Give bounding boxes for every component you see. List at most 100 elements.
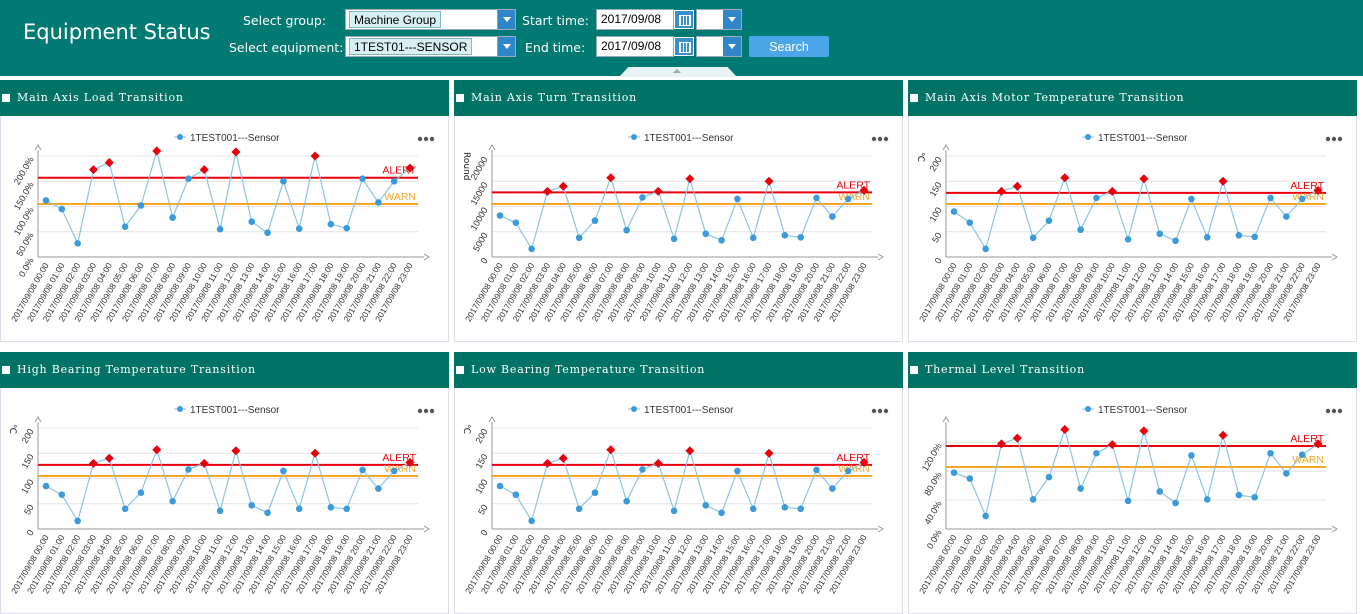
select-equipment-dropdown[interactable]: 1TEST01---SENSOR: [345, 36, 516, 57]
data-point[interactable]: [58, 491, 66, 498]
data-point[interactable]: [966, 475, 974, 482]
alert-data-point[interactable]: [104, 453, 114, 463]
more-options-icon[interactable]: [1325, 136, 1343, 142]
data-point[interactable]: [1045, 217, 1053, 224]
data-point[interactable]: [1267, 194, 1274, 202]
alert-data-point[interactable]: [231, 147, 241, 157]
alert-data-point[interactable]: [1060, 424, 1070, 434]
data-point[interactable]: [575, 234, 583, 242]
alert-data-point[interactable]: [88, 458, 99, 468]
data-point[interactable]: [375, 485, 382, 492]
data-point[interactable]: [982, 512, 989, 520]
data-point[interactable]: [797, 505, 804, 513]
alert-data-point[interactable]: [685, 446, 695, 456]
data-point[interactable]: [1124, 236, 1132, 243]
legend[interactable]: 1TEST001---Sensor: [628, 133, 734, 144]
data-point[interactable]: [528, 517, 535, 525]
data-point[interactable]: [216, 225, 224, 233]
alert-data-point[interactable]: [685, 174, 695, 184]
data-point[interactable]: [58, 205, 66, 213]
legend[interactable]: 1TEST001---Sensor: [174, 133, 280, 144]
more-options-icon[interactable]: [417, 408, 435, 414]
data-point[interactable]: [1093, 194, 1100, 202]
data-point[interactable]: [359, 466, 366, 474]
data-point[interactable]: [982, 245, 989, 253]
data-point[interactable]: [844, 195, 852, 203]
alert-data-point[interactable]: [1139, 426, 1149, 436]
data-point[interactable]: [1077, 485, 1084, 492]
alert-data-point[interactable]: [764, 176, 774, 186]
data-point[interactable]: [390, 467, 398, 475]
data-point[interactable]: [295, 505, 303, 513]
data-point[interactable]: [950, 469, 958, 477]
data-point[interactable]: [639, 194, 646, 201]
alert-data-point[interactable]: [310, 151, 320, 161]
search-button[interactable]: Search: [749, 36, 829, 57]
data-point[interactable]: [528, 245, 535, 253]
alert-data-point[interactable]: [653, 186, 663, 196]
data-point[interactable]: [623, 497, 630, 505]
alert-data-point[interactable]: [653, 458, 663, 468]
data-point[interactable]: [121, 505, 129, 513]
data-point[interactable]: [1045, 473, 1053, 481]
data-point[interactable]: [1188, 195, 1195, 203]
data-point[interactable]: [734, 467, 741, 475]
data-point[interactable]: [169, 497, 176, 505]
data-point[interactable]: [1235, 231, 1243, 239]
data-point[interactable]: [591, 217, 599, 224]
alert-data-point[interactable]: [104, 158, 114, 168]
data-point[interactable]: [280, 177, 287, 185]
data-point[interactable]: [390, 177, 398, 185]
data-point[interactable]: [121, 223, 129, 230]
alert-data-point[interactable]: [88, 165, 99, 175]
data-point[interactable]: [343, 505, 350, 513]
alert-data-point[interactable]: [199, 165, 209, 175]
alert-data-point[interactable]: [542, 186, 553, 196]
data-point[interactable]: [813, 194, 820, 202]
data-point[interactable]: [781, 503, 789, 511]
data-point[interactable]: [1283, 470, 1290, 477]
data-point[interactable]: [1188, 452, 1195, 459]
data-point[interactable]: [343, 224, 350, 232]
data-point[interactable]: [1203, 234, 1211, 241]
alert-data-point[interactable]: [558, 181, 568, 191]
data-point[interactable]: [1172, 237, 1179, 245]
legend[interactable]: 1TEST001---Sensor: [174, 405, 280, 416]
collapse-header-toggle[interactable]: [619, 67, 737, 77]
data-point[interactable]: [216, 507, 224, 515]
alert-data-point[interactable]: [1313, 439, 1323, 449]
data-point[interactable]: [264, 229, 271, 237]
data-point[interactable]: [966, 219, 974, 226]
data-point[interactable]: [359, 175, 366, 183]
data-point[interactable]: [1251, 493, 1258, 501]
data-point[interactable]: [575, 505, 583, 513]
data-point[interactable]: [797, 234, 804, 241]
alert-data-point[interactable]: [606, 173, 616, 183]
data-point[interactable]: [185, 466, 192, 473]
alert-data-point[interactable]: [1107, 440, 1117, 450]
legend[interactable]: 1TEST001---Sensor: [1082, 133, 1188, 144]
data-point[interactable]: [702, 501, 710, 509]
data-point[interactable]: [1124, 497, 1132, 505]
data-point[interactable]: [749, 505, 757, 513]
data-point[interactable]: [264, 509, 271, 517]
data-point[interactable]: [496, 212, 504, 219]
data-point[interactable]: [1283, 213, 1290, 220]
data-point[interactable]: [375, 199, 382, 206]
data-point[interactable]: [950, 208, 958, 215]
data-point[interactable]: [1267, 449, 1274, 457]
data-point[interactable]: [813, 466, 820, 474]
data-point[interactable]: [639, 466, 646, 473]
chevron-down-icon[interactable]: [723, 37, 741, 56]
more-options-icon[interactable]: [417, 136, 435, 142]
alert-data-point[interactable]: [558, 453, 568, 463]
data-point[interactable]: [169, 214, 176, 221]
alert-data-point[interactable]: [152, 146, 162, 156]
data-point[interactable]: [1235, 491, 1243, 499]
data-point[interactable]: [137, 202, 145, 209]
data-point[interactable]: [1298, 451, 1306, 458]
chevron-down-icon[interactable]: [497, 10, 515, 29]
data-point[interactable]: [1093, 449, 1100, 457]
data-point[interactable]: [42, 482, 50, 490]
alert-data-point[interactable]: [1218, 430, 1228, 440]
